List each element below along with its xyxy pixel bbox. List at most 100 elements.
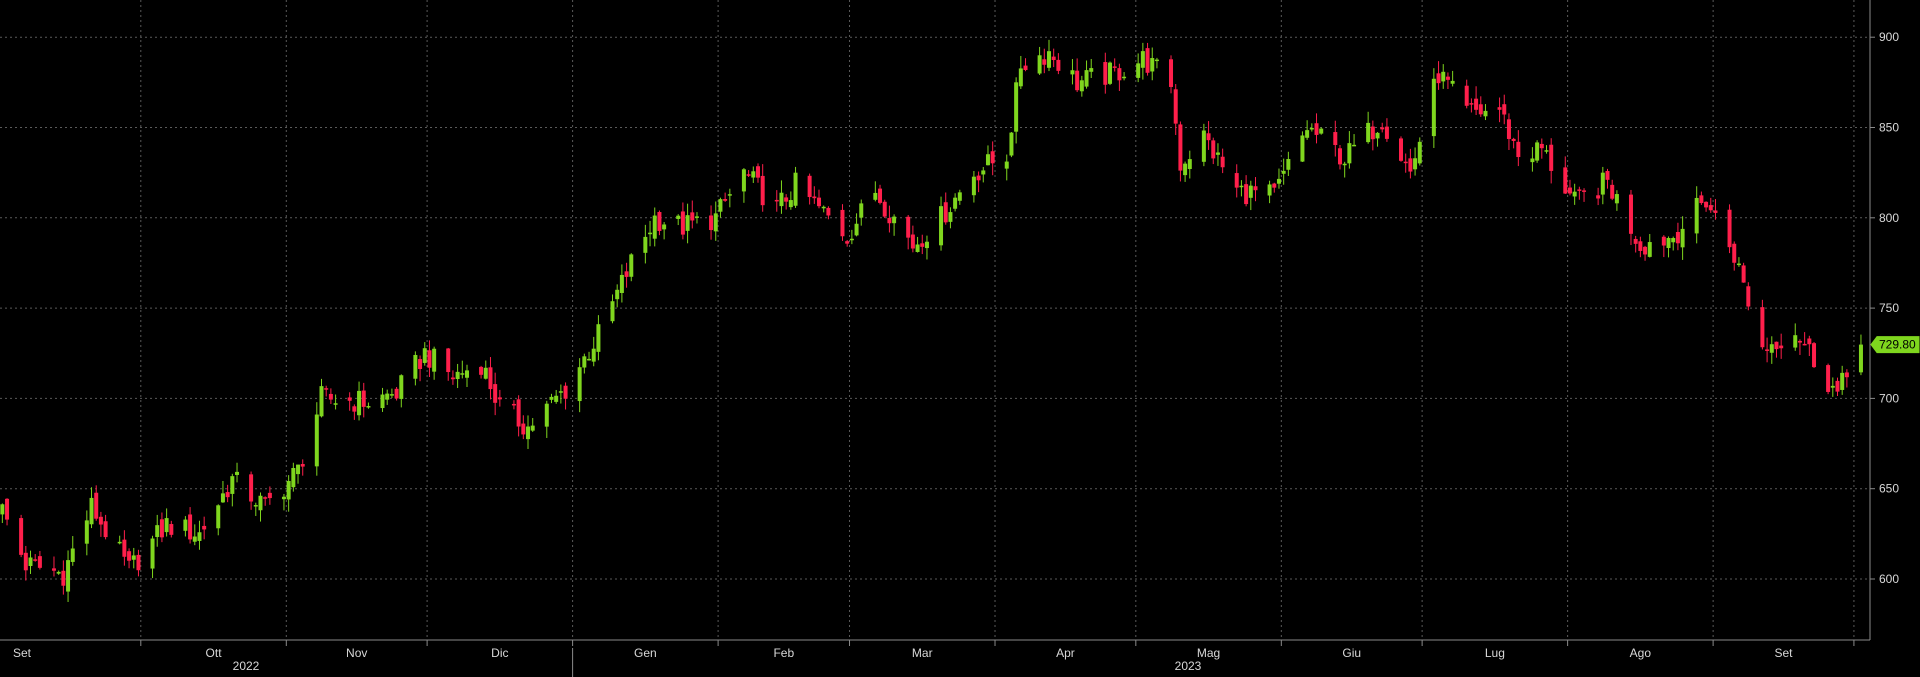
candle-body bbox=[615, 289, 620, 300]
candle-body bbox=[746, 174, 751, 176]
candle-down bbox=[755, 163, 760, 183]
candle-down bbox=[33, 554, 38, 562]
candle-body bbox=[910, 234, 915, 249]
candle-body bbox=[1858, 344, 1863, 373]
candle-up bbox=[1084, 60, 1089, 89]
candle-up bbox=[662, 222, 667, 240]
candle-up bbox=[1694, 186, 1699, 244]
candle-up bbox=[713, 201, 718, 241]
candle-up bbox=[1671, 236, 1676, 251]
candle-body bbox=[497, 397, 502, 400]
candle-body bbox=[1014, 82, 1019, 132]
candle-down bbox=[1117, 63, 1122, 91]
candle-body bbox=[774, 199, 779, 202]
candle-down bbox=[1732, 241, 1737, 271]
candle-body bbox=[812, 196, 817, 199]
candle-body bbox=[1826, 365, 1831, 392]
candle-down bbox=[1464, 79, 1469, 109]
candle-up bbox=[1535, 140, 1540, 163]
candle-body bbox=[1281, 170, 1286, 174]
candle-up bbox=[1300, 131, 1305, 162]
candle-body bbox=[1464, 85, 1469, 106]
candle-body bbox=[1140, 51, 1145, 68]
candle-up bbox=[28, 550, 33, 574]
candle-down bbox=[497, 389, 502, 407]
candle-body bbox=[28, 557, 33, 566]
last-price-marker: 729.80 bbox=[1870, 336, 1920, 354]
candle-down bbox=[1812, 341, 1817, 368]
candle-down bbox=[1380, 122, 1385, 133]
candle-up bbox=[460, 360, 465, 379]
candle-down bbox=[817, 189, 822, 209]
candle-body bbox=[1051, 56, 1056, 61]
candle-down bbox=[446, 347, 451, 381]
candle-body bbox=[1807, 338, 1812, 345]
candle-body bbox=[51, 568, 56, 571]
x-tick-label: Set bbox=[13, 646, 32, 660]
candle-body bbox=[1300, 135, 1305, 162]
candle-body bbox=[1549, 144, 1554, 171]
candle-body bbox=[70, 548, 75, 562]
candle-down bbox=[1610, 179, 1615, 201]
candle-up bbox=[380, 387, 385, 412]
candle-body bbox=[723, 199, 728, 201]
candle-up bbox=[1079, 75, 1084, 97]
candle-down bbox=[1797, 339, 1802, 355]
candle-body bbox=[1539, 143, 1544, 149]
candle-up bbox=[971, 170, 976, 203]
candle-body bbox=[385, 393, 390, 400]
candle-up bbox=[554, 389, 559, 404]
candle-body bbox=[267, 492, 272, 499]
candle-up bbox=[751, 166, 756, 183]
candle-down bbox=[450, 370, 455, 385]
candle-body bbox=[920, 243, 925, 247]
candle-up bbox=[84, 510, 89, 556]
candle-up bbox=[985, 145, 990, 166]
candle-body bbox=[662, 224, 667, 230]
candle-down bbox=[1774, 341, 1779, 358]
candle-up bbox=[56, 570, 61, 575]
candle-body bbox=[1333, 132, 1338, 146]
candle-body bbox=[164, 518, 169, 533]
candle-up bbox=[1614, 190, 1619, 211]
candle-down bbox=[709, 205, 714, 240]
candle-body bbox=[1084, 70, 1089, 87]
candle-body bbox=[483, 367, 488, 379]
candle-up bbox=[1305, 120, 1310, 140]
candle-body bbox=[33, 559, 38, 561]
candle-up bbox=[465, 364, 469, 387]
candle-down bbox=[1582, 188, 1587, 202]
candle-body bbox=[821, 206, 826, 209]
candle-body bbox=[1079, 80, 1084, 92]
candle-body bbox=[493, 384, 498, 403]
candle-body bbox=[906, 216, 911, 238]
candle-down bbox=[1713, 199, 1718, 220]
candle-up bbox=[892, 214, 897, 236]
candle-body bbox=[1117, 68, 1122, 81]
x-axis-ticks: Set Ott Nov Dic Gen Feb Mar Apr Mag Giu Lug Ago Set bbox=[13, 640, 1855, 660]
candle-body bbox=[1276, 178, 1281, 184]
candle-down bbox=[1112, 58, 1117, 72]
candle-up bbox=[685, 203, 690, 244]
candle-body bbox=[882, 201, 887, 217]
candle-body bbox=[1431, 78, 1436, 137]
candle-up bbox=[1352, 134, 1357, 147]
candle-body bbox=[817, 197, 822, 207]
x-tick-label: Ott bbox=[206, 646, 223, 660]
candle-body bbox=[1187, 159, 1192, 170]
y-tick-label: 750 bbox=[1879, 301, 1899, 315]
candle-body bbox=[1347, 143, 1352, 164]
candle-body bbox=[1352, 144, 1357, 147]
candle-body bbox=[1380, 127, 1385, 130]
candle-body bbox=[1018, 68, 1023, 87]
candle-up bbox=[1736, 257, 1741, 267]
candle-body bbox=[333, 403, 338, 405]
candle-up bbox=[399, 374, 404, 408]
candle-body bbox=[1497, 107, 1502, 110]
candle-up bbox=[286, 475, 291, 512]
candle-body bbox=[296, 464, 301, 475]
candle-body bbox=[281, 496, 286, 500]
candle-up bbox=[793, 166, 798, 208]
candle-down bbox=[19, 514, 24, 558]
candle-down bbox=[1314, 113, 1319, 144]
